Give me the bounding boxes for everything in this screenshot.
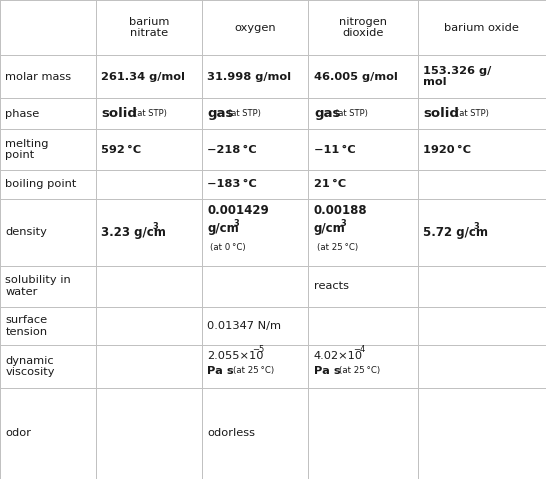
- Text: 3: 3: [153, 222, 159, 231]
- Text: (at STP): (at STP): [228, 109, 261, 118]
- Text: (at STP): (at STP): [134, 109, 167, 118]
- Text: 3: 3: [234, 219, 240, 228]
- Text: 0.001429: 0.001429: [207, 205, 269, 217]
- Text: 5.72 g/cm: 5.72 g/cm: [423, 226, 488, 239]
- Text: oxygen: oxygen: [234, 23, 276, 33]
- Text: Pa s: Pa s: [314, 366, 341, 376]
- Text: 3: 3: [474, 222, 480, 231]
- Text: barium
nitrate: barium nitrate: [129, 17, 169, 38]
- Text: 153.326 g/
mol: 153.326 g/ mol: [423, 66, 491, 88]
- Text: melting
point: melting point: [5, 139, 49, 160]
- Text: odor: odor: [5, 429, 32, 438]
- Text: 21 °C: 21 °C: [314, 180, 346, 189]
- Text: solid: solid: [423, 107, 459, 120]
- Text: 3: 3: [340, 219, 346, 228]
- Text: g/cm: g/cm: [207, 222, 239, 236]
- Text: (at STP): (at STP): [456, 109, 489, 118]
- Text: −183 °C: −183 °C: [207, 180, 257, 189]
- Text: density: density: [5, 228, 48, 237]
- Text: −4: −4: [353, 345, 365, 354]
- Text: 0.01347 N/m: 0.01347 N/m: [207, 321, 282, 331]
- Text: 592 °C: 592 °C: [101, 145, 141, 155]
- Text: −11 °C: −11 °C: [314, 145, 355, 155]
- Text: solid: solid: [101, 107, 137, 120]
- Text: phase: phase: [5, 109, 40, 119]
- Text: 3.23 g/cm: 3.23 g/cm: [101, 226, 166, 239]
- Text: dynamic
viscosity: dynamic viscosity: [5, 355, 55, 377]
- Text: g/cm: g/cm: [314, 222, 346, 236]
- Text: (at 25 °C): (at 25 °C): [233, 366, 274, 375]
- Text: (at STP): (at STP): [335, 109, 367, 118]
- Text: 31.998 g/mol: 31.998 g/mol: [207, 72, 292, 81]
- Text: −218 °C: −218 °C: [207, 145, 257, 155]
- Text: boiling point: boiling point: [5, 180, 77, 189]
- Text: (at 25 °C): (at 25 °C): [339, 366, 380, 375]
- Text: 4.02×10: 4.02×10: [314, 351, 363, 361]
- Text: Pa s: Pa s: [207, 366, 234, 376]
- Text: 1920 °C: 1920 °C: [423, 145, 471, 155]
- Text: reacts: reacts: [314, 281, 349, 291]
- Text: gas: gas: [314, 107, 340, 120]
- Text: 261.34 g/mol: 261.34 g/mol: [101, 72, 185, 81]
- Text: −5: −5: [252, 345, 264, 354]
- Text: 46.005 g/mol: 46.005 g/mol: [314, 72, 398, 81]
- Text: 0.00188: 0.00188: [314, 205, 367, 217]
- Text: 2.055×10: 2.055×10: [207, 351, 264, 361]
- Text: molar mass: molar mass: [5, 72, 72, 81]
- Text: gas: gas: [207, 107, 234, 120]
- Text: solubility in
water: solubility in water: [5, 275, 71, 297]
- Text: nitrogen
dioxide: nitrogen dioxide: [339, 17, 387, 38]
- Text: (at 25 °C): (at 25 °C): [317, 242, 358, 251]
- Text: barium oxide: barium oxide: [444, 23, 519, 33]
- Text: surface
tension: surface tension: [5, 315, 48, 337]
- Text: (at 0 °C): (at 0 °C): [210, 242, 246, 251]
- Text: odorless: odorless: [207, 429, 256, 438]
